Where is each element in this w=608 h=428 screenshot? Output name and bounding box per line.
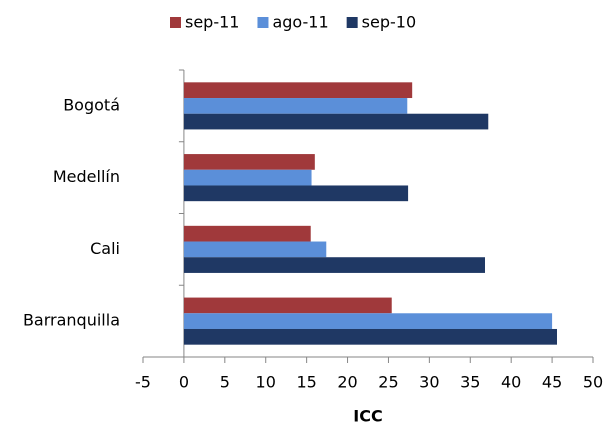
bar (183, 225, 311, 242)
y-tick-label: Cali (90, 239, 120, 258)
x-tick-label: 5 (220, 373, 230, 392)
x-tick-label: 45 (542, 373, 562, 392)
legend-label: sep-11 (185, 13, 239, 32)
legend-swatch (170, 17, 181, 28)
bar (183, 257, 485, 273)
x-tick-label: 10 (256, 373, 276, 392)
x-tick-label: 20 (337, 373, 357, 392)
y-tick-label: Medellín (53, 167, 120, 186)
legend-swatch (346, 17, 358, 28)
bar (183, 154, 315, 170)
x-axis-title: ICC (353, 407, 382, 426)
bar (183, 82, 413, 99)
x-tick-label: 25 (378, 373, 398, 392)
x-tick-label: 35 (460, 373, 480, 392)
bar (183, 328, 557, 345)
x-tick-label: 0 (179, 373, 189, 392)
bar (183, 185, 409, 202)
x-tick-label: 40 (501, 373, 521, 392)
x-tick-label: 50 (583, 373, 603, 392)
legend-swatch (257, 17, 269, 28)
y-tick-label: Barranquilla (23, 311, 120, 330)
x-tick-label: 15 (296, 373, 316, 392)
bar (183, 241, 327, 258)
legend-label: ago-11 (272, 13, 328, 32)
bar (183, 113, 489, 130)
y-tick-label: Bogotá (63, 95, 120, 114)
bar (183, 169, 312, 186)
bar (183, 313, 553, 329)
bar (183, 98, 408, 114)
x-tick-label: -5 (135, 373, 151, 392)
x-tick-label: 30 (419, 373, 439, 392)
bar (183, 297, 392, 314)
legend-label: sep-10 (362, 13, 416, 32)
